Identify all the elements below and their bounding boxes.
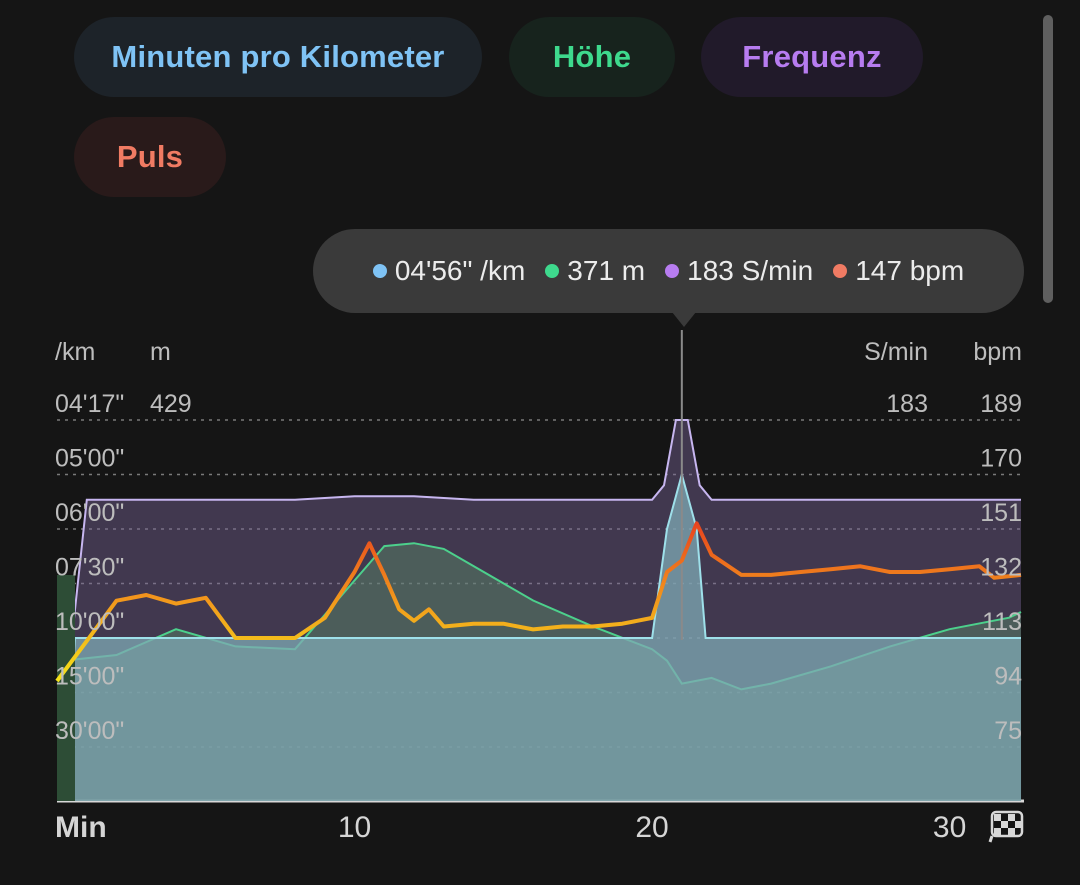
pace-tick-label: 04'17" (55, 390, 124, 418)
tooltip-pace-value: 04'56" /km (394, 255, 526, 286)
x-axis: Min 10 20 30 (55, 810, 1024, 844)
tooltip-pointer (672, 312, 696, 327)
altitude-unit-label: m (150, 338, 171, 366)
cadence-unit-label: S/min (864, 338, 928, 366)
heart-rate-dot-icon (833, 264, 848, 278)
chip-altitude-label: Höhe (552, 39, 632, 74)
x-axis-label: Min (55, 811, 107, 844)
flag-square (994, 828, 1001, 835)
x-tick-label: 30 (933, 811, 966, 844)
chip-heart-rate[interactable]: Puls (74, 117, 226, 197)
pace-tick-label: 07'30" (55, 554, 124, 582)
pace-tick-label: 05'00" (55, 445, 124, 473)
heart-rate-tick-label: 94 (994, 663, 1022, 691)
activity-chart[interactable]: /km m S/min bpm 04'17" 05'00" 06'00" 07'30" 10'0… (0, 330, 1080, 885)
pace-dot-icon (372, 264, 387, 278)
pace-tick-label: 06'00" (55, 499, 124, 527)
flag-square (994, 814, 1001, 821)
heart-rate-path (55, 521, 1022, 683)
heart-rate-tick-label: 170 (980, 445, 1022, 473)
flag-square (1008, 828, 1015, 835)
flag-pole (988, 835, 994, 843)
heart-rate-tick-label: 113 (982, 608, 1022, 636)
tooltip-pace: 04'56" /km (372, 255, 526, 287)
scrollbar[interactable] (1043, 15, 1053, 303)
altitude-dot-icon (545, 264, 560, 278)
tooltip-altitude: 371 m (545, 255, 645, 287)
chip-heart-rate-label: Puls (116, 139, 184, 174)
chip-altitude[interactable]: Höhe (509, 17, 675, 97)
cadence-dot-icon (665, 264, 680, 278)
x-tick-label: 20 (635, 811, 668, 844)
chip-pace[interactable]: Minuten pro Kilometer (74, 17, 482, 97)
flag-square (1008, 814, 1015, 821)
pace-unit-label: /km (55, 338, 95, 366)
chip-cadence[interactable]: Frequenz (701, 17, 923, 97)
cadence-tick-label: 183 (886, 390, 928, 418)
tooltip-heart-rate-value: 147 bpm (855, 255, 965, 286)
flag-square (1015, 821, 1022, 828)
chart-tooltip: 04'56" /km 371 m 183 S/min 147 bpm (313, 229, 1024, 313)
tooltip-altitude-value: 371 m (567, 255, 646, 286)
pace-tick-label: 30'00" (55, 717, 124, 745)
heart-rate-tick-label: 151 (980, 499, 1022, 527)
altitude-tick-label: 429 (150, 390, 192, 418)
tooltip-cadence: 183 S/min (665, 255, 813, 287)
axis-labels: /km m S/min bpm 04'17" 05'00" 06'00" 07'30" 10'0… (55, 338, 1022, 745)
heart-rate-tick-label: 189 (980, 390, 1022, 418)
chip-cadence-label: Frequenz (742, 39, 882, 74)
pace-tick-label: 10'00" (55, 608, 124, 636)
cadence-outline (62, 419, 1021, 722)
heart-rate-tick-label: 75 (994, 717, 1022, 745)
flag-square (1001, 821, 1008, 828)
pace-outline (67, 470, 1021, 748)
pace-tick-label: 15'00" (55, 663, 124, 691)
x-tick-label: 10 (338, 811, 371, 844)
finish-flag-icon (988, 810, 1024, 843)
pace-area (68, 474, 1022, 801)
tooltip-heart-rate: 147 bpm (833, 255, 964, 287)
tooltip-cadence-value: 183 S/min (687, 255, 814, 286)
heart-rate-tick-label: 132 (980, 554, 1022, 582)
heart-rate-unit-label: bpm (973, 338, 1022, 366)
series-areas (57, 419, 1022, 801)
chip-pace-label: Minuten pro Kilometer (111, 39, 445, 74)
heart-rate-line (55, 521, 1022, 683)
start-marker (57, 575, 75, 801)
